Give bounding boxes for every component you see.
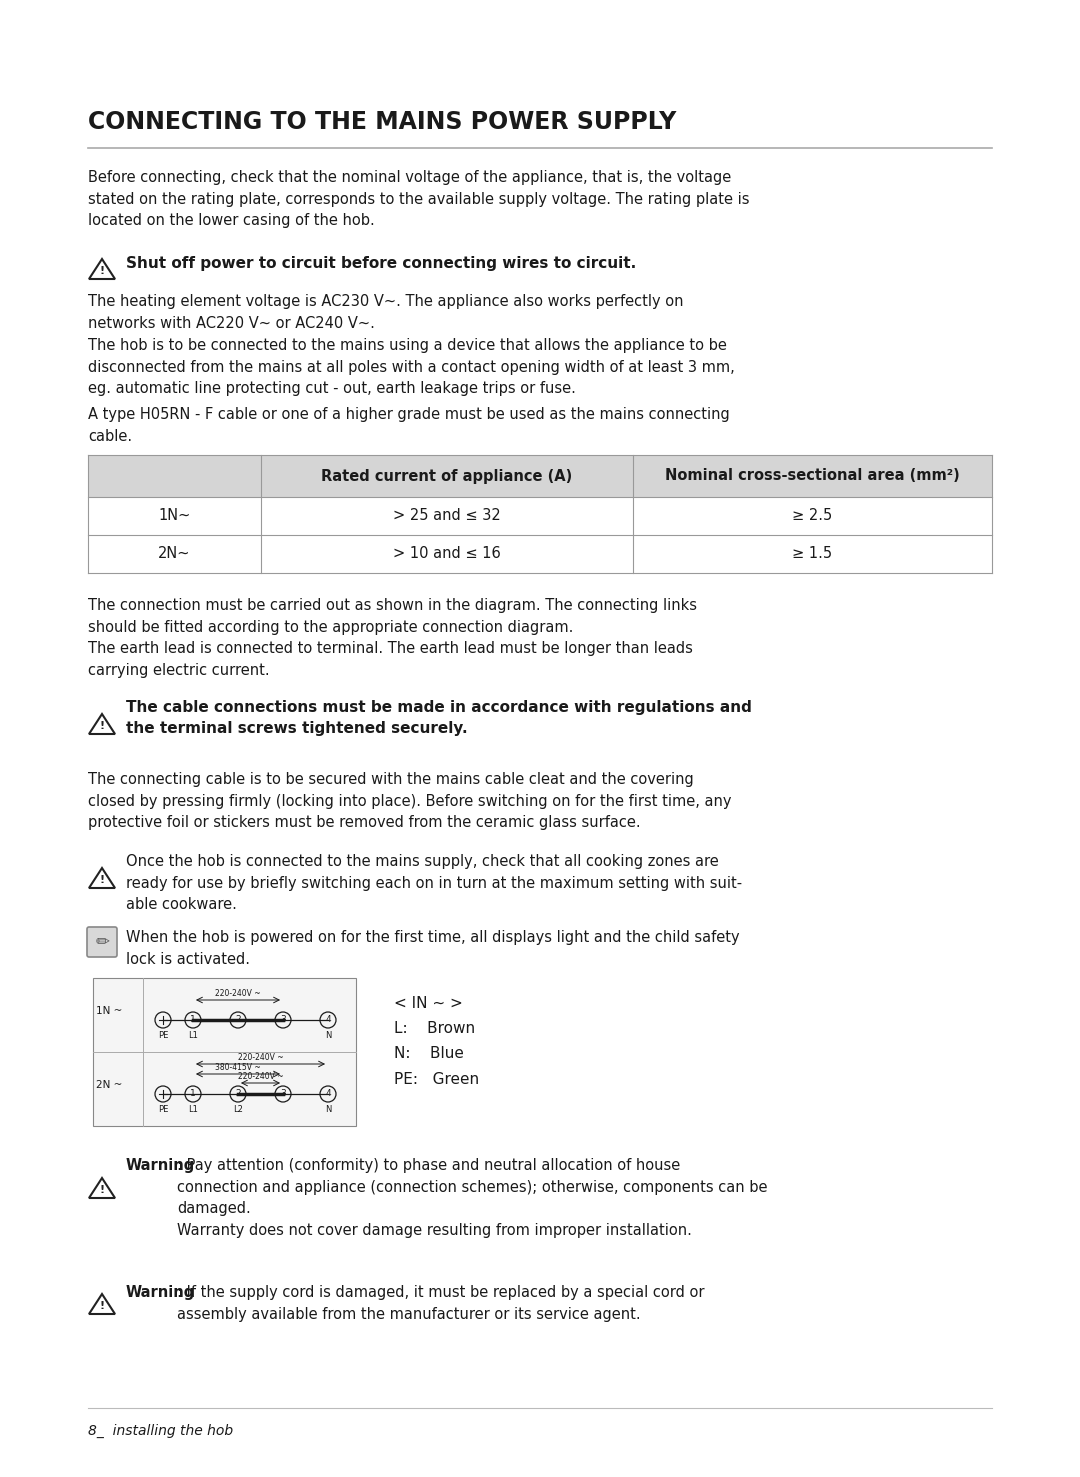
- Text: > 10 and ≤ 16: > 10 and ≤ 16: [393, 546, 501, 561]
- Text: When the hob is powered on for the first time, all displays light and the child : When the hob is powered on for the first…: [126, 931, 740, 966]
- Text: : Pay attention (conformity) to phase and neutral allocation of house
connection: : Pay attention (conformity) to phase an…: [177, 1158, 768, 1238]
- Text: L1: L1: [188, 1105, 198, 1114]
- Text: Before connecting, check that the nominal voltage of the appliance, that is, the: Before connecting, check that the nomina…: [87, 170, 750, 229]
- Bar: [93, 978, 356, 1125]
- Text: 1N ~: 1N ~: [96, 1006, 122, 1016]
- Text: CONNECTING TO THE MAINS POWER SUPPLY: CONNECTING TO THE MAINS POWER SUPPLY: [87, 109, 676, 134]
- Text: 1: 1: [190, 1090, 195, 1099]
- Text: 220-240V ~: 220-240V ~: [238, 1072, 283, 1081]
- Text: 1: 1: [190, 1016, 195, 1025]
- Text: A type H05RN - F cable or one of a higher grade must be used as the mains connec: A type H05RN - F cable or one of a highe…: [87, 408, 730, 443]
- Text: L2: L2: [233, 1105, 243, 1114]
- Text: 220-240V ~: 220-240V ~: [238, 1053, 283, 1062]
- Text: 2N~: 2N~: [159, 546, 191, 561]
- Text: The cable connections must be made in accordance with regulations and
the termin: The cable connections must be made in ac…: [126, 700, 752, 736]
- Text: ✏: ✏: [95, 932, 109, 950]
- Text: !: !: [99, 876, 105, 885]
- FancyBboxPatch shape: [87, 928, 117, 957]
- Text: 4: 4: [325, 1016, 330, 1025]
- Text: The hob is to be connected to the mains using a device that allows the appliance: The hob is to be connected to the mains …: [87, 338, 734, 396]
- Text: 2: 2: [235, 1016, 241, 1025]
- Text: 2N ~: 2N ~: [96, 1080, 122, 1090]
- Text: N: N: [325, 1105, 332, 1114]
- Text: !: !: [99, 721, 105, 731]
- Text: Shut off power to circuit before connecting wires to circuit.: Shut off power to circuit before connect…: [126, 256, 636, 270]
- Text: N: N: [325, 1031, 332, 1040]
- Text: 3: 3: [280, 1090, 286, 1099]
- Bar: [87, 455, 993, 496]
- Text: : If the supply cord is damaged, it must be replaced by a special cord or
assemb: : If the supply cord is damaged, it must…: [177, 1285, 704, 1322]
- Text: 8_  installing the hob: 8_ installing the hob: [87, 1424, 233, 1439]
- Text: L1: L1: [188, 1031, 198, 1040]
- Text: ≥ 2.5: ≥ 2.5: [793, 508, 833, 523]
- Text: The connecting cable is to be secured with the mains cable cleat and the coverin: The connecting cable is to be secured wi…: [87, 772, 731, 830]
- Text: Warning: Warning: [126, 1285, 195, 1300]
- Text: ≥ 1.5: ≥ 1.5: [793, 546, 833, 561]
- Text: !: !: [99, 266, 105, 276]
- Text: < IN ~ >
L:    Brown
N:    Blue
PE:   Green: < IN ~ > L: Brown N: Blue PE: Green: [394, 995, 480, 1087]
- Text: Rated current of appliance (A): Rated current of appliance (A): [322, 468, 572, 483]
- Text: Warning: Warning: [126, 1158, 195, 1173]
- Text: 3: 3: [280, 1016, 286, 1025]
- Text: 2: 2: [235, 1090, 241, 1099]
- Text: > 25 and ≤ 32: > 25 and ≤ 32: [393, 508, 501, 523]
- Text: 220-240V ~: 220-240V ~: [215, 990, 260, 998]
- Text: The connection must be carried out as shown in the diagram. The connecting links: The connection must be carried out as sh…: [87, 598, 697, 678]
- Text: 4: 4: [325, 1090, 330, 1099]
- Text: PE: PE: [158, 1031, 168, 1040]
- Text: Nominal cross-sectional area (mm²): Nominal cross-sectional area (mm²): [665, 468, 960, 483]
- Text: Once the hob is connected to the mains supply, check that all cooking zones are
: Once the hob is connected to the mains s…: [126, 854, 742, 913]
- Text: 1N~: 1N~: [159, 508, 191, 523]
- Text: !: !: [99, 1186, 105, 1195]
- Text: The heating element voltage is AC230 V~. The appliance also works perfectly on
n: The heating element voltage is AC230 V~.…: [87, 294, 684, 331]
- Text: PE: PE: [158, 1105, 168, 1114]
- Text: 380-415V ~: 380-415V ~: [215, 1063, 261, 1072]
- Text: !: !: [99, 1301, 105, 1312]
